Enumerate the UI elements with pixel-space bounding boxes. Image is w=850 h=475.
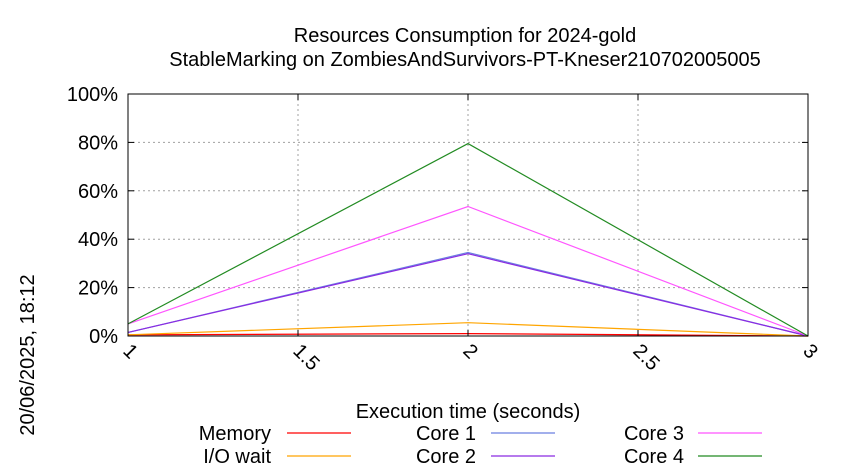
y-tick-label: 40% [78,229,118,251]
y-tick-label: 20% [78,278,118,300]
x-tick-label: 2 [458,340,481,363]
series-line-core-2 [127,253,809,337]
chart-title-line1: Resources Consumption for 2024-gold [294,25,636,47]
x-tick-label: 1.5 [288,340,323,375]
timestamp-label: 20/06/2025, 18:12 [17,274,39,435]
legend-label: Core 4 [624,446,684,468]
x-axis-label: Execution time (seconds) [356,401,581,423]
y-tick-label: 0% [89,326,118,348]
grid-lines [128,94,808,336]
legend-label: Core 2 [416,446,476,468]
y-tick-label: 100% [67,84,118,106]
x-tick-label: 2.5 [628,340,663,375]
chart-title-line2: StableMarking on ZombiesAndSurvivors-PT-… [169,49,760,71]
legend-label: I/O wait [203,446,271,468]
legend-label: Core 3 [624,423,684,445]
series-line-i-o-wait [127,322,809,337]
series-line-core-4 [127,142,809,337]
x-tick-label: 1 [118,340,141,363]
x-tick-label: 3 [798,340,821,363]
y-tick-label: 60% [78,181,118,203]
legend-label: Memory [199,423,271,445]
series-line-core-3 [127,205,809,337]
y-axis-ticks: 0% 20% 40% 60% 80% 100% [67,84,808,348]
legend-label: Core 1 [416,423,476,445]
y-tick-label: 80% [78,132,118,154]
